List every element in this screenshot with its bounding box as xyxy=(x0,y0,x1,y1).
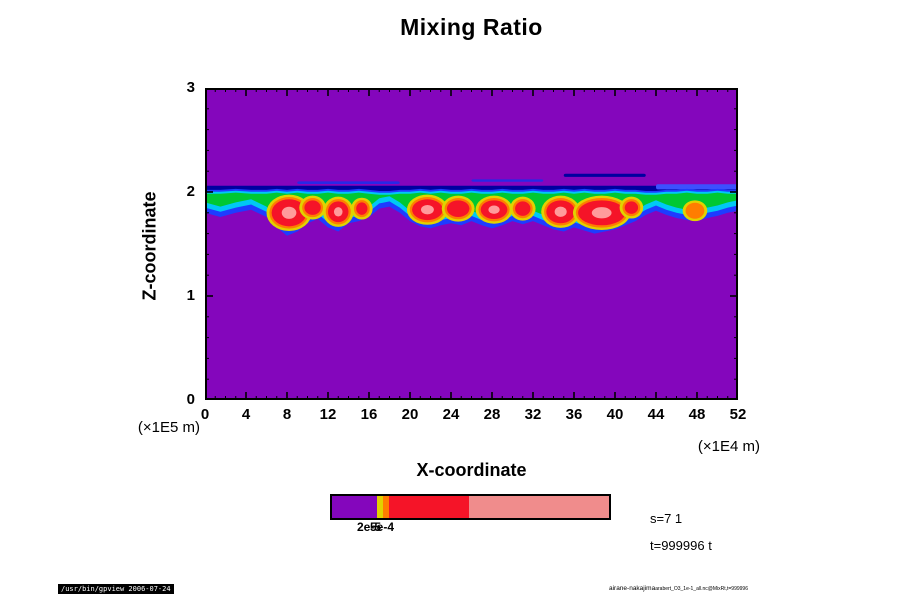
x-tick-label: 0 xyxy=(200,406,210,423)
footer-source-detail: arabert_O3_1e-1_all.nc@MixRt,t=999996 xyxy=(655,586,748,592)
y-tick-label: 3 xyxy=(186,79,195,96)
x-tick-label: 12 xyxy=(319,406,337,423)
y-tick-label: 1 xyxy=(186,287,195,304)
footer-source-main: airane-nakajima xyxy=(608,585,656,592)
footer-source-stamp: airane-nakajimaarabert_O3_1e-1_all.nc@Mi… xyxy=(560,585,748,592)
x-tick-label: 24 xyxy=(442,406,460,423)
x-tick-label: 40 xyxy=(606,406,624,423)
s-annotation: s=7 1 xyxy=(650,511,683,526)
x-axis-label: X-coordinate xyxy=(416,460,527,480)
field-background xyxy=(205,88,738,400)
footer-program-stamp: /usr/bin/gpview 2006-07-24 xyxy=(58,584,174,594)
x-tick-label: 16 xyxy=(360,406,378,423)
x-tick-label: 44 xyxy=(647,406,665,423)
colorbar xyxy=(330,494,611,520)
x-tick-label: 28 xyxy=(483,406,501,423)
x-tick-label: 36 xyxy=(565,406,583,423)
colorbar-segment xyxy=(332,496,378,518)
x-tick-label: 8 xyxy=(282,406,292,423)
y-unit-label: (×1E5 m) xyxy=(137,419,200,436)
y-tick-label: 0 xyxy=(186,391,195,408)
plot-area xyxy=(205,88,738,400)
colorbar-tick-label: 2e-5 xyxy=(356,520,382,534)
x-tick-label: 20 xyxy=(401,406,419,423)
x-tick-label: 32 xyxy=(524,406,542,423)
colorbar-segment xyxy=(382,496,389,518)
colorbar-segment xyxy=(377,496,383,518)
x-tick-label: 52 xyxy=(729,406,747,423)
chart-title: Mixing Ratio xyxy=(400,14,543,40)
colorbar-segment xyxy=(469,496,609,518)
x-tick-label: 4 xyxy=(241,406,251,423)
t-annotation: t=999996 t xyxy=(650,538,712,553)
y-tick-label: 2 xyxy=(186,183,195,200)
upper-streaks xyxy=(297,173,738,190)
cloud-cores xyxy=(266,194,708,231)
colorbar-tick-label: 5e-4 xyxy=(369,520,395,534)
y-axis-label: Z-coordinate xyxy=(139,191,160,301)
x-unit-label: (×1E4 m) xyxy=(697,438,760,455)
colorbar-segment xyxy=(388,496,470,518)
plot-frame xyxy=(205,88,738,400)
x-tick-label: 48 xyxy=(688,406,706,423)
